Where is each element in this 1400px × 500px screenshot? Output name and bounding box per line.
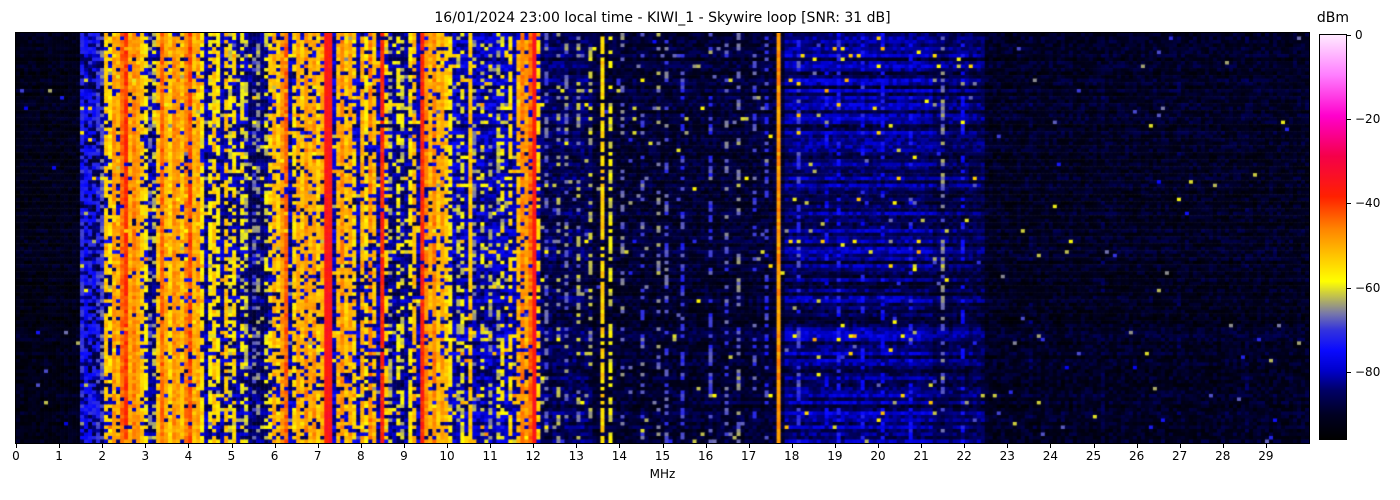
x-tick-label: 9 — [400, 449, 408, 463]
x-axis-label: MHz — [649, 467, 676, 481]
x-tick-label: 4 — [184, 449, 193, 463]
x-tick-mark — [188, 444, 190, 448]
colorbar-tick-mark — [1347, 287, 1351, 289]
colorbar-tick-label: −40 — [1355, 196, 1381, 211]
x-tick-label: 2 — [98, 449, 107, 463]
x-tick-mark — [619, 444, 621, 448]
colorbar-tick-mark — [1347, 203, 1351, 205]
x-tick-mark — [791, 444, 793, 448]
x-tick-label: 15 — [654, 449, 671, 463]
colorbar-tick-label: 0 — [1355, 28, 1363, 42]
x-tick-mark — [533, 444, 535, 448]
x-tick-label: 18 — [784, 449, 800, 463]
x-tick-mark — [274, 444, 276, 448]
colorbar-tick-label: −80 — [1355, 364, 1381, 379]
x-tick-label: 25 — [1085, 449, 1102, 463]
x-tick-mark — [921, 444, 923, 448]
x-tick-label: 22 — [956, 449, 972, 463]
x-tick-label: 7 — [313, 449, 322, 463]
chart-title: 16/01/2024 23:00 local time - KIWI_1 - S… — [434, 10, 891, 26]
x-tick-mark — [1093, 444, 1095, 448]
colorbar — [1319, 34, 1347, 440]
x-tick-mark — [878, 444, 879, 448]
x-tick-mark — [317, 444, 319, 448]
x-tick-label: 8 — [356, 449, 365, 463]
x-tick-mark — [231, 444, 233, 448]
x-tick-label: 27 — [1172, 449, 1188, 463]
x-tick-mark — [102, 444, 104, 448]
x-tick-label: 14 — [611, 449, 628, 463]
x-tick-label: 6 — [270, 449, 279, 463]
colorbar-tick-mark — [1347, 371, 1351, 373]
x-tick-mark — [1050, 444, 1052, 448]
x-tick-mark — [834, 444, 836, 448]
x-tick-mark — [576, 444, 578, 448]
x-tick-label: 5 — [227, 449, 236, 463]
x-tick-mark — [1007, 444, 1009, 448]
x-tick-mark — [1265, 444, 1267, 448]
x-tick-mark — [662, 444, 664, 448]
x-tick-label: 21 — [913, 449, 929, 463]
x-tick-label: 0 — [12, 449, 20, 463]
x-tick-label: 13 — [568, 449, 584, 463]
x-tick-label: 20 — [870, 449, 886, 463]
x-tick-label: 17 — [741, 449, 757, 463]
colorbar-tick-mark — [1347, 119, 1351, 121]
colorbar-tick-mark — [1347, 35, 1351, 36]
x-tick-label: 3 — [141, 449, 150, 463]
x-tick-label: 29 — [1258, 449, 1274, 463]
colorbar-gradient — [1320, 35, 1346, 439]
x-tick-mark — [447, 444, 448, 448]
x-tick-mark — [403, 444, 405, 448]
x-tick-mark — [360, 444, 362, 448]
x-tick-mark — [145, 444, 147, 448]
x-tick-mark — [748, 444, 750, 448]
x-tick-mark — [1136, 444, 1138, 448]
colorbar-unit-label: dBm — [1316, 10, 1350, 26]
x-tick-label: 16 — [697, 449, 714, 463]
x-tick-mark — [490, 444, 492, 448]
colorbar-tick-label: −60 — [1355, 280, 1381, 295]
x-tick-label: 23 — [999, 449, 1015, 463]
x-tick-mark — [1179, 444, 1181, 448]
x-tick-label: 11 — [482, 449, 498, 463]
x-tick-label: 12 — [525, 449, 541, 463]
x-tick-mark — [705, 444, 707, 448]
x-tick-mark — [16, 444, 17, 448]
x-tick-label: 10 — [439, 449, 455, 463]
x-tick-label: 1 — [55, 449, 63, 463]
x-tick-label: 24 — [1042, 449, 1059, 463]
x-tick-label: 28 — [1215, 449, 1231, 463]
colorbar-tick-label: −20 — [1355, 112, 1381, 127]
waterfall-heatmap — [15, 32, 1310, 444]
x-tick-mark — [964, 444, 966, 448]
x-tick-label: 26 — [1128, 449, 1145, 463]
x-tick-mark — [1222, 444, 1224, 448]
x-tick-mark — [59, 444, 61, 448]
x-tick-label: 19 — [827, 449, 843, 463]
